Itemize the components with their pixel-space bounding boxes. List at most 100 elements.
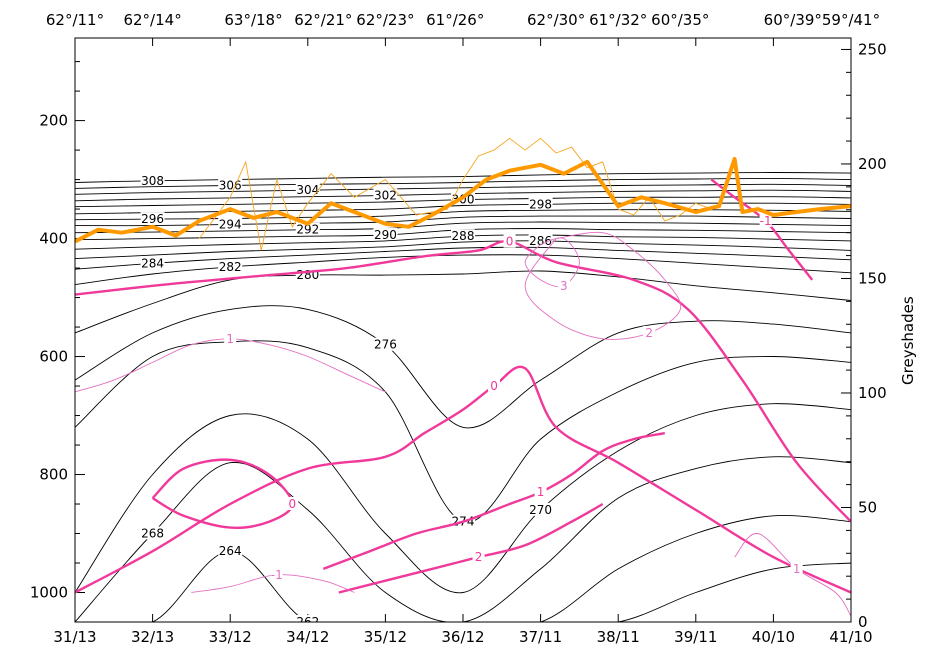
isentrope-label: 290 <box>374 228 397 242</box>
pv-contour-label: 1 <box>793 562 801 576</box>
isentrope-line <box>75 209 851 221</box>
isentrope-label-bg <box>218 178 243 192</box>
pv-label-bg <box>534 485 547 499</box>
right-tick-label: 50 <box>858 498 877 516</box>
isentrope-label-bg <box>295 222 320 236</box>
isentrope-label: 270 <box>529 503 552 517</box>
isentrope-line <box>75 456 851 622</box>
pv-label-bg <box>790 561 803 575</box>
top-tick-label: 62°/14° <box>123 11 181 29</box>
plot-frame <box>74 37 852 623</box>
pv-contour-label: -1 <box>271 568 283 582</box>
bottom-tick-label: 36/12 <box>441 628 484 646</box>
isentrope-line <box>75 246 851 270</box>
left-tick-label: 1000 <box>30 584 68 602</box>
pv-contour-label: 2 <box>475 550 483 564</box>
isentrope-label-bg <box>218 217 243 231</box>
pv-contour-label: 3 <box>560 279 568 293</box>
top-axis-labels: 62°/11° 62°/14° 63°/18° 62°/21° 62°/23° 61°/2… <box>46 11 880 29</box>
isentrope-label-bg <box>373 228 398 242</box>
isentrope-label-bg <box>218 544 243 558</box>
isentrope-label-bg <box>140 212 165 226</box>
pv-contour-thin <box>524 231 682 340</box>
pv-label-bg <box>270 567 283 581</box>
pv-contour-label: 2 <box>645 326 653 340</box>
pv-label-bg <box>759 213 772 227</box>
isentrope-label-bg <box>140 173 165 187</box>
right-axis-labels: 0 50 100 150 200 250 <box>841 40 887 631</box>
top-tick-label: 61°/32° <box>589 11 647 29</box>
isentrope-label: 262 <box>296 615 319 629</box>
pv-label-bg <box>503 234 516 248</box>
right-tick-label: 0 <box>858 613 868 631</box>
isentrope-label-bg <box>295 183 320 197</box>
tropopause-thin-line <box>198 137 712 251</box>
bottom-tick-label: 34/12 <box>286 628 329 646</box>
isentrope-label-bg <box>451 229 475 243</box>
pv-contour-label: 0 <box>490 379 498 393</box>
isentrope-label: 284 <box>141 256 164 270</box>
isentrope-line <box>75 172 851 183</box>
pv-contour-label: 0 <box>288 497 296 511</box>
isentrope-label: 304 <box>296 183 319 197</box>
bottom-tick-label: 37/11 <box>519 628 562 646</box>
pv-contour-bold <box>75 240 851 523</box>
bottom-tick-label: 32/13 <box>131 628 174 646</box>
pv-label-bg <box>224 331 237 345</box>
isentrope-label-bg <box>140 256 165 270</box>
top-tick-label: 62°/30° <box>527 11 585 29</box>
isentrope-label: 288 <box>452 229 475 243</box>
pv-contour-bold <box>322 432 666 571</box>
top-tick-label: 60°/39° <box>764 11 822 29</box>
bottom-tick-label: 38/11 <box>597 628 640 646</box>
isentrope-line <box>75 270 851 334</box>
left-axis-labels: 200 400 600 800 1000 <box>30 61 85 602</box>
left-tick-label: 200 <box>39 112 68 130</box>
isentrope-label: 294 <box>219 217 242 231</box>
pv-contour-thin <box>75 338 386 393</box>
bottom-tick-label: 31/13 <box>53 628 96 646</box>
pv-label-bg <box>286 497 299 511</box>
top-tick-label: 62°/11° <box>46 11 104 29</box>
isentrope-line <box>75 562 851 622</box>
top-tick-label: 60°/35° <box>651 11 709 29</box>
isentrope-label: 302 <box>374 189 397 203</box>
isentrope-label: 308 <box>141 174 164 188</box>
bottom-tick-label: 40/10 <box>752 628 795 646</box>
isentrope-label-bg <box>528 502 553 516</box>
bottom-tick-label: 33/12 <box>209 628 252 646</box>
right-tick-label: 200 <box>858 155 887 173</box>
pv-label-bg <box>488 379 501 393</box>
bottom-axis-labels: 31/13 32/13 33/12 34/12 35/12 36/12 37/11 38/11… <box>53 38 873 646</box>
isentrope-label-bg <box>373 188 398 202</box>
left-tick-label: 800 <box>39 466 68 484</box>
isentrope-label-bg <box>140 526 165 540</box>
isentrope-label: 300 <box>452 193 475 207</box>
bottom-tick-label: 35/12 <box>364 628 407 646</box>
isentrope-label: 286 <box>529 234 552 248</box>
isentrope-label: 282 <box>219 260 242 274</box>
bottom-tick-label: 39/11 <box>674 628 717 646</box>
isentrope-label: 276 <box>374 338 397 352</box>
right-tick-label: 250 <box>858 40 887 58</box>
pv-contour-label: 1 <box>537 485 545 499</box>
isentrope-label: 268 <box>141 527 164 541</box>
pv-contour-bold <box>75 365 851 594</box>
top-tick-label: 59°/41° <box>822 11 880 29</box>
right-tick-label: 100 <box>858 384 887 402</box>
isentrope-line <box>75 177 851 189</box>
pv-contour-bold <box>151 458 294 529</box>
left-tick-label: 600 <box>39 348 68 366</box>
isentrope-label-bg <box>528 197 553 211</box>
isentrope-label-bg <box>295 615 320 622</box>
isentrope-line <box>75 215 851 227</box>
top-tick-label: 62°/23° <box>356 11 414 29</box>
isentrope-label-bg <box>528 233 553 247</box>
tropopause-bold-line <box>75 156 851 244</box>
isentrope-label-bg <box>373 337 398 351</box>
isentrope-line <box>75 403 851 594</box>
right-axis-title: Greyshades <box>899 296 917 385</box>
top-tick-label: 61°/26° <box>426 11 484 29</box>
top-tick-label: 63°/18° <box>224 11 282 29</box>
